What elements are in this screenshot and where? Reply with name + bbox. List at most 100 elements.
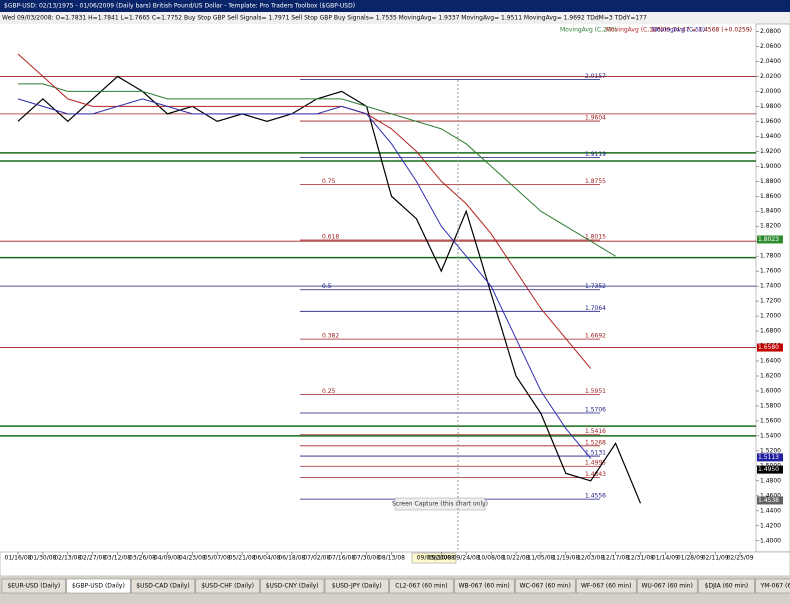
tab-label[interactable]: $USD-CNY (Daily): [266, 583, 319, 590]
y-tick-label: 1.7400: [760, 283, 781, 290]
y-tick-label: 1.9200: [760, 148, 781, 155]
legend-entry: MovingAvg (C,100): [606, 27, 663, 34]
axis-tag: [757, 235, 783, 244]
y-tick-label: 1.7600: [760, 268, 781, 275]
tab-label[interactable]: WC-067 (60 min): [520, 583, 571, 590]
level-label: 1.4556: [585, 493, 606, 500]
info-bar: [0, 12, 790, 24]
price-line: [17, 75, 642, 504]
level-label: 1.7352: [585, 283, 606, 290]
plot-area: [0, 24, 756, 552]
tab[interactable]: [66, 578, 131, 594]
capture-note[interactable]: Screen Capture (this chart only): [392, 501, 488, 508]
axis-tag: [757, 465, 783, 474]
x-tick-label: 01/16/08: [5, 555, 32, 562]
x-tick-label: 02/11/09: [702, 555, 729, 562]
y-tick-label: 1.4600: [760, 492, 781, 499]
cursor-box: [411, 552, 457, 564]
y-tick-label: 1.9600: [760, 118, 781, 125]
y-tick-label: 1.4800: [760, 477, 781, 484]
tab-label[interactable]: $USD-CAD (Daily): [136, 583, 190, 590]
x-tick-label: 05/21/08: [229, 555, 256, 562]
tab-label[interactable]: $DJIA (60 min): [705, 583, 749, 590]
tab[interactable]: [575, 578, 637, 594]
tab-label[interactable]: YM-067 (60 min): [760, 583, 790, 590]
legend-entry: MovingAvg (C,50): [652, 27, 705, 34]
axis-tag-label: 1.4538: [758, 497, 779, 504]
quote: 1/6/09 14:47 = 1.4568 (+0.0259): [651, 27, 752, 34]
moving-average: [17, 53, 592, 369]
tab[interactable]: [1, 578, 66, 594]
tab[interactable]: [453, 578, 515, 594]
level-label: 1.9604: [585, 115, 606, 122]
info-line: Wed 09/03/2008: O=1.7831 H=1.7841 L=1.76…: [2, 15, 647, 22]
tab[interactable]: [260, 578, 325, 594]
level-label: 1.5706: [585, 406, 606, 413]
y-tick-label: 1.9800: [760, 103, 781, 110]
tab[interactable]: [755, 578, 790, 594]
x-tick-label: 02/13/08: [54, 555, 81, 562]
level-label: 1.6692: [585, 333, 606, 340]
level-label: 1.4995: [585, 460, 606, 467]
axis-tag: [757, 453, 783, 462]
x-tick-label: 07/30/08: [353, 555, 380, 562]
y-tick-label: 1.8600: [760, 193, 781, 200]
y-tick-label: 1.6000: [760, 387, 781, 394]
y-tick-label: 2.0400: [760, 58, 781, 65]
y-tick-label: 1.4400: [760, 507, 781, 514]
tab[interactable]: [130, 578, 196, 594]
y-tick-label: 1.8800: [760, 178, 781, 185]
tab[interactable]: [389, 578, 454, 594]
fib-ratio: 0.618: [322, 234, 339, 241]
x-tick-label: 03/26/08: [129, 555, 156, 562]
axis-tag-label: 1.8023: [758, 236, 779, 243]
fib-ratio: 0.75: [322, 178, 336, 185]
tab-label[interactable]: WB-067 (60 min): [459, 583, 510, 590]
tab[interactable]: [636, 578, 698, 594]
x-tick-label: 04/09/08: [154, 555, 181, 562]
y-tick-label: 1.7800: [760, 253, 781, 260]
y-tick-label: 1.5400: [760, 432, 781, 439]
x-tick-label: 04/23/08: [179, 555, 206, 562]
y-tick-label: 1.8200: [760, 223, 781, 230]
x-tick-label: 12/03/08: [577, 555, 604, 562]
y-tick-label: 1.5800: [760, 402, 781, 409]
capture-box[interactable]: [394, 497, 486, 511]
x-tick-label: 01/28/09: [677, 555, 704, 562]
moving-average: [17, 98, 592, 459]
y-tick-label: 1.7000: [760, 313, 781, 320]
level-label: 1.5268: [585, 439, 606, 446]
tab-label[interactable]: WU-067 (60 min): [642, 583, 693, 590]
x-tick-label: 01/14/09: [652, 555, 679, 562]
y-tick-label: 1.4200: [760, 522, 781, 529]
x-tick-label: 11/19/08: [552, 555, 579, 562]
x-tick-label: 11/05/08: [527, 555, 554, 562]
x-tick-label: 06/04/08: [254, 555, 281, 562]
y-tick-label: 2.0000: [760, 88, 781, 95]
x-tick-label: 08/13/08: [378, 555, 405, 562]
x-tick-label: 09/24/08: [453, 555, 480, 562]
tab[interactable]: [324, 578, 389, 594]
level-label: 2.0157: [585, 73, 606, 80]
x-tick-label: 02/27/08: [79, 555, 106, 562]
tab[interactable]: [195, 578, 260, 594]
level-label: 1.7064: [585, 305, 606, 312]
moving-average: [18, 83, 616, 257]
tab[interactable]: [514, 578, 576, 594]
tab-label[interactable]: $USD-JPY (Daily): [332, 583, 382, 590]
tab-label[interactable]: $GBP-USD (Daily): [72, 583, 125, 590]
y-tick-label: 1.5600: [760, 417, 781, 424]
tab-label[interactable]: $USD-CHF (Daily): [201, 583, 254, 590]
level-label: 1.4843: [585, 471, 606, 478]
x-tick-label: 12/17/08: [602, 555, 629, 562]
level-label: 1.9119: [585, 151, 606, 158]
tab-label[interactable]: $EUR-USD (Daily): [7, 583, 60, 590]
y-tick-label: 1.6800: [760, 328, 781, 335]
tab-label[interactable]: WF-067 (60 min): [581, 583, 631, 590]
y-tick-label: 2.0200: [760, 73, 781, 80]
tab-label[interactable]: CL2-067 (60 min): [395, 583, 447, 590]
x-tick-label: 02/25/09: [727, 555, 754, 562]
tab[interactable]: [697, 578, 755, 594]
y-tick-label: 1.7200: [760, 298, 781, 305]
x-tick-label: 12/31/08: [627, 555, 654, 562]
